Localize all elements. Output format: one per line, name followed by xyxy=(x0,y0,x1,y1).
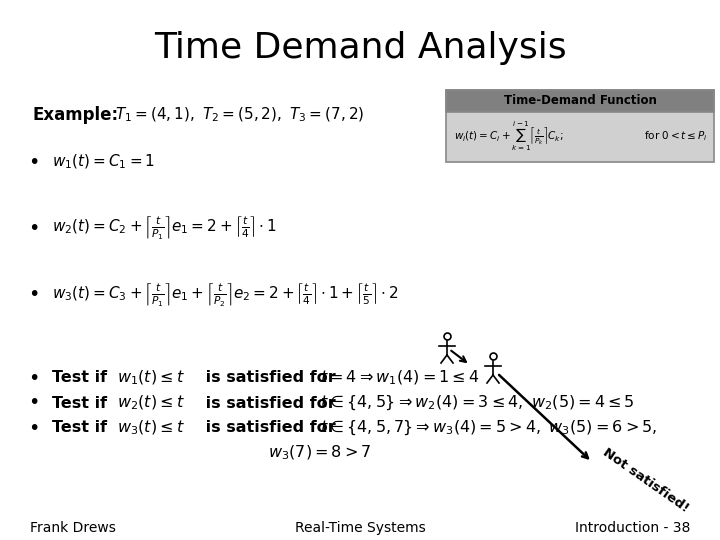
Text: $t\in\{4,5\}\Rightarrow w_2(4)=3\leq 4,\ w_2(5)=4\leq 5$: $t\in\{4,5\}\Rightarrow w_2(4)=3\leq 4,\… xyxy=(320,394,634,412)
Text: Test if: Test if xyxy=(52,370,113,386)
Text: $w_i(t)=C_i+\sum_{k=1}^{i-1}\left\lceil\frac{t}{P_k}\right\rceil C_k;$: $w_i(t)=C_i+\sum_{k=1}^{i-1}\left\lceil\… xyxy=(454,119,564,153)
Text: is satisfied for: is satisfied for xyxy=(200,370,341,386)
Text: $w_2(t)=C_2+\left\lceil\frac{t}{P_1}\right\rceil e_1=2+\left\lceil\frac{t}{4}\ri: $w_2(t)=C_2+\left\lceil\frac{t}{P_1}\rig… xyxy=(52,214,276,242)
Text: •: • xyxy=(28,219,40,238)
Text: $w_1(t)\leq t$: $w_1(t)\leq t$ xyxy=(117,369,185,387)
Text: is satisfied for: is satisfied for xyxy=(200,421,341,435)
Text: Time-Demand Function: Time-Demand Function xyxy=(503,94,657,107)
Bar xyxy=(446,90,714,162)
Text: Test if: Test if xyxy=(52,421,113,435)
Text: •: • xyxy=(28,368,40,388)
Text: $w_3(t)=C_3+\left\lceil\frac{t}{P_1}\right\rceil e_1+\left\lceil\frac{t}{P_2}\ri: $w_3(t)=C_3+\left\lceil\frac{t}{P_1}\rig… xyxy=(52,281,398,309)
Text: $w_1(t)=C_1=1$: $w_1(t)=C_1=1$ xyxy=(52,153,156,171)
Text: Not satisfied!: Not satisfied! xyxy=(600,446,691,515)
Text: for $0<t\leq P_i$: for $0<t\leq P_i$ xyxy=(644,129,708,143)
Text: •: • xyxy=(28,286,40,305)
Text: •: • xyxy=(28,418,40,437)
Text: $T_1=(4,1),\ T_2=(5,2),\ T_3=(7,2)$: $T_1=(4,1),\ T_2=(5,2),\ T_3=(7,2)$ xyxy=(115,106,364,124)
Text: Frank Drews: Frank Drews xyxy=(30,521,116,535)
Text: $w_3(7)=8>7$: $w_3(7)=8>7$ xyxy=(268,444,372,462)
Bar xyxy=(446,90,714,112)
Text: •: • xyxy=(28,152,40,172)
Text: $w_3(t)\leq t$: $w_3(t)\leq t$ xyxy=(117,419,185,437)
Text: •: • xyxy=(28,394,40,413)
Text: $w_2(t)\leq t$: $w_2(t)\leq t$ xyxy=(117,394,185,412)
Text: Example:: Example: xyxy=(32,106,118,124)
Text: Real-Time Systems: Real-Time Systems xyxy=(294,521,426,535)
Text: Introduction - 38: Introduction - 38 xyxy=(575,521,690,535)
Text: $t=4\Rightarrow w_1(4)=1\leq 4$: $t=4\Rightarrow w_1(4)=1\leq 4$ xyxy=(320,369,480,387)
Text: $t\in\{4,5,7\}\Rightarrow w_3(4)=5>4,\ w_3(5)=6>5,$: $t\in\{4,5,7\}\Rightarrow w_3(4)=5>4,\ w… xyxy=(320,419,657,437)
Text: Test if: Test if xyxy=(52,395,113,410)
Text: is satisfied for: is satisfied for xyxy=(200,395,341,410)
Text: Time Demand Analysis: Time Demand Analysis xyxy=(153,31,567,65)
